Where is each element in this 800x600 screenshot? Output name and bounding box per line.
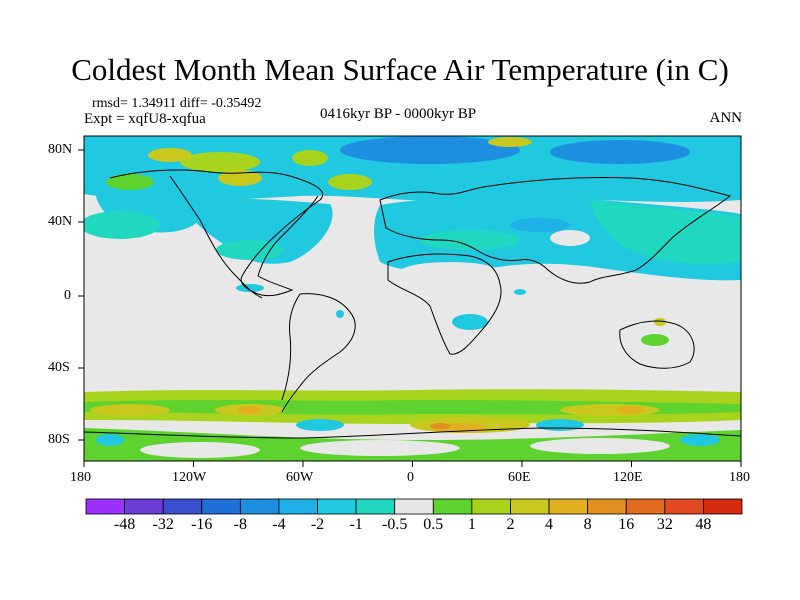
lon-tick-label: 120W xyxy=(172,470,207,485)
colorbar-label: 2 xyxy=(506,516,515,533)
coast-australia xyxy=(619,320,695,369)
colorbar-box xyxy=(587,498,627,515)
colorbar-label: -1 xyxy=(349,516,363,533)
colorbar-label: 0.5 xyxy=(423,516,444,533)
field-tropics xyxy=(236,284,669,346)
lon-tick-label: 120E xyxy=(613,470,643,485)
colorbar-box xyxy=(162,498,203,515)
colorbar-box xyxy=(703,498,743,515)
stats-text: rmsd= 1.34911 diff= -0.35492 xyxy=(92,96,262,111)
lon-tick-label: 180 xyxy=(70,470,91,485)
lat-tick-label: 40S xyxy=(48,360,70,375)
colorbar-box xyxy=(355,498,396,515)
lon-tick-label: 60W xyxy=(286,470,314,485)
coast-africa xyxy=(387,253,502,355)
colorbar-label: -16 xyxy=(191,516,213,533)
lat-tick-label: 80S xyxy=(48,432,70,447)
colorbar-box xyxy=(510,498,550,515)
colorbar-box xyxy=(201,498,241,515)
coast-north-america xyxy=(109,169,323,299)
period-label: 0416kyr BP - 0000kyr BP xyxy=(320,106,477,122)
map-panel xyxy=(84,136,741,461)
colorbar-label: -0.5 xyxy=(382,516,408,533)
field-south xyxy=(84,389,741,461)
colorbar xyxy=(85,498,743,515)
colorbar-label: -48 xyxy=(113,516,136,533)
colorbar-label: -8 xyxy=(233,516,248,533)
colorbar-box xyxy=(432,498,473,515)
colorbar-box xyxy=(625,498,666,515)
season-label: ANN xyxy=(709,110,743,126)
colorbar-box xyxy=(239,498,280,515)
colorbar-box xyxy=(471,498,511,515)
map-ticks xyxy=(78,149,742,467)
colorbar-label: -32 xyxy=(152,516,174,533)
lon-tick-label: 60E xyxy=(508,470,531,485)
field-north xyxy=(84,136,741,202)
coast-antarctica xyxy=(84,427,741,439)
colorbar-label: 48 xyxy=(695,516,712,533)
lon-tick-label: 0 xyxy=(407,470,414,485)
lat-tick-label: 0 xyxy=(64,288,71,303)
colorbar-label: -4 xyxy=(272,516,286,533)
colorbar-box xyxy=(394,498,434,515)
coastlines xyxy=(84,169,741,439)
coast-europe-asia xyxy=(379,176,732,284)
colorbar-box xyxy=(664,498,704,515)
lat-tick-label: 40N xyxy=(48,214,73,229)
lon-tick-label: 180 xyxy=(729,470,750,485)
colorbar-box xyxy=(85,498,125,515)
colorbar-label: 1 xyxy=(467,516,476,533)
colorbar-label: 16 xyxy=(618,516,635,533)
colorbar-box xyxy=(278,498,318,515)
field-midlat-north xyxy=(84,193,741,282)
experiment-label: Expt = xqfU8-xqfua xyxy=(84,111,206,127)
colorbar-box xyxy=(317,498,357,515)
colorbar-label: 8 xyxy=(583,516,592,533)
colorbar-label: 4 xyxy=(545,516,554,533)
colorbar-label: -2 xyxy=(310,516,325,533)
colorbar-box xyxy=(548,498,589,515)
colorbar-label: 32 xyxy=(656,516,673,533)
plot-title: Coldest Month Mean Surface Air Temperatu… xyxy=(71,52,729,87)
coast-south-america xyxy=(281,293,356,413)
colorbar-box xyxy=(124,498,164,515)
lat-tick-label: 80N xyxy=(48,142,73,157)
